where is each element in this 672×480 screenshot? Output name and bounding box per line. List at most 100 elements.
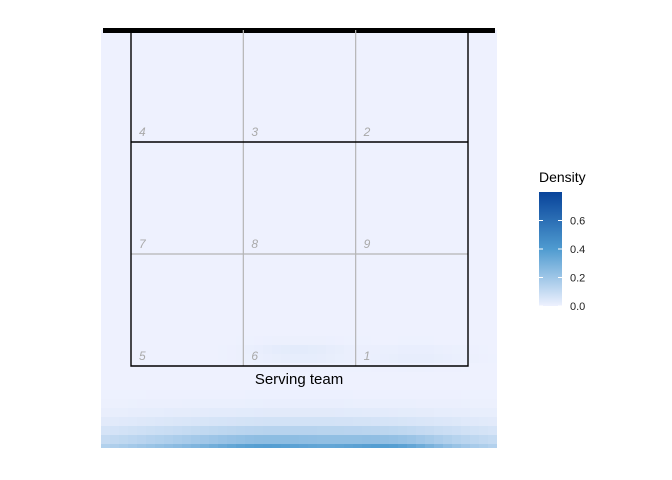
density-tile — [245, 120, 254, 129]
density-tile — [173, 201, 182, 210]
density-tile — [263, 336, 272, 345]
density-tile — [353, 309, 362, 318]
density-tile — [128, 75, 137, 84]
density-tile — [173, 237, 182, 246]
density-tile — [155, 426, 164, 435]
density-tile — [119, 354, 128, 363]
density-tile — [461, 309, 470, 318]
density-tile — [227, 318, 236, 327]
density-tile — [119, 255, 128, 264]
density-tile — [443, 237, 452, 246]
density-tile — [290, 93, 299, 102]
density-tile — [407, 417, 416, 426]
density-tile — [200, 192, 209, 201]
density-tile — [443, 129, 452, 138]
density-tile — [470, 75, 479, 84]
density-tile — [353, 426, 362, 435]
density-tile — [299, 282, 308, 291]
density-tile — [461, 354, 470, 363]
density-tile — [110, 300, 119, 309]
density-tile — [344, 408, 353, 417]
density-tile — [470, 129, 479, 138]
density-tile — [200, 102, 209, 111]
density-tile — [209, 399, 218, 408]
density-tile — [128, 192, 137, 201]
density-tile — [326, 336, 335, 345]
density-tile — [317, 309, 326, 318]
density-tile — [290, 102, 299, 111]
density-tile — [263, 210, 272, 219]
density-tile — [290, 147, 299, 156]
density-tile — [461, 372, 470, 381]
density-tile — [479, 183, 488, 192]
density-tile — [191, 39, 200, 48]
density-tile — [227, 264, 236, 273]
density-tile — [281, 120, 290, 129]
density-tile — [236, 237, 245, 246]
density-tile — [245, 354, 254, 363]
density-tile — [488, 318, 497, 327]
density-tile — [488, 336, 497, 345]
density-tile — [308, 111, 317, 120]
density-tile — [245, 345, 254, 354]
density-tile — [317, 174, 326, 183]
density-tile — [182, 84, 191, 93]
density-tile — [146, 237, 155, 246]
density-tile — [317, 372, 326, 381]
density-tile — [362, 354, 371, 363]
density-tile — [290, 66, 299, 75]
density-tile — [164, 291, 173, 300]
density-tile — [443, 426, 452, 435]
density-tile — [155, 93, 164, 102]
density-tile — [443, 102, 452, 111]
density-tile — [443, 84, 452, 93]
density-tile — [218, 336, 227, 345]
zone-label-7: 7 — [139, 237, 147, 251]
density-tile — [236, 93, 245, 102]
density-tile — [344, 75, 353, 84]
density-tile — [128, 435, 137, 444]
density-tile — [371, 345, 380, 354]
density-tile — [434, 318, 443, 327]
density-tile — [236, 255, 245, 264]
density-tile — [434, 435, 443, 444]
density-tile — [380, 48, 389, 57]
density-tile — [146, 39, 155, 48]
density-tile — [362, 300, 371, 309]
density-tile — [164, 57, 173, 66]
density-tile — [191, 120, 200, 129]
density-tile — [371, 228, 380, 237]
density-tile — [362, 120, 371, 129]
density-tile — [425, 417, 434, 426]
density-tile — [443, 345, 452, 354]
density-tile — [290, 417, 299, 426]
density-tile — [344, 39, 353, 48]
density-tile — [137, 111, 146, 120]
density-tile — [137, 210, 146, 219]
density-tile — [164, 129, 173, 138]
density-tile — [290, 318, 299, 327]
density-tile — [191, 354, 200, 363]
density-tile — [335, 201, 344, 210]
density-tile — [164, 165, 173, 174]
density-tile — [227, 192, 236, 201]
density-tile — [137, 372, 146, 381]
density-tile — [461, 102, 470, 111]
density-tile — [425, 237, 434, 246]
serving-team-label: Serving team — [255, 371, 343, 388]
density-tile — [164, 210, 173, 219]
density-tile — [362, 399, 371, 408]
density-tile — [146, 417, 155, 426]
density-tile — [155, 282, 164, 291]
density-tile — [218, 264, 227, 273]
density-tile — [164, 426, 173, 435]
density-tile — [479, 111, 488, 120]
density-tile — [425, 354, 434, 363]
density-tile — [254, 327, 263, 336]
density-tile — [470, 381, 479, 390]
density-tile — [389, 48, 398, 57]
density-tile — [101, 66, 110, 75]
density-tile — [488, 30, 497, 39]
density-tile — [407, 156, 416, 165]
density-tile — [173, 111, 182, 120]
